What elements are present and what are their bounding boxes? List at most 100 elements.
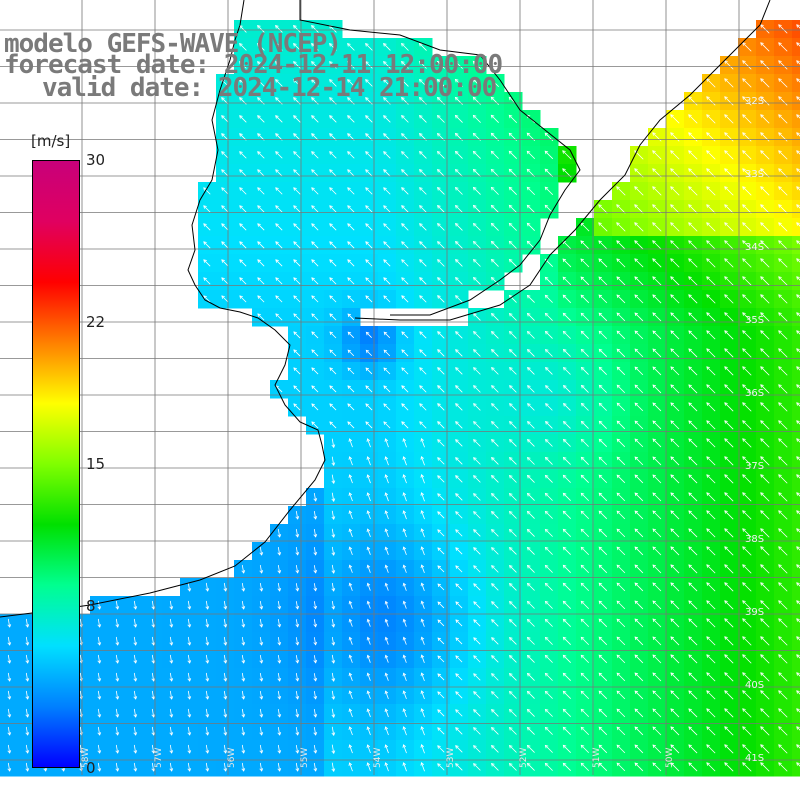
wind-arrow [365, 43, 373, 51]
wind-arrow-head [724, 222, 728, 226]
wind-arrow [760, 24, 770, 34]
wind-arrow-head [221, 277, 225, 281]
wind-arrow [347, 331, 355, 339]
wind-arrow [526, 168, 536, 178]
wind-arrow-head [221, 295, 225, 299]
wind-arrow [239, 241, 247, 249]
wind-arrow [616, 312, 626, 322]
lat-label: 40S [745, 680, 764, 691]
wind-arrow [329, 223, 337, 231]
wind-arrow-head [257, 151, 261, 155]
wind-arrow-head [401, 259, 405, 263]
wind-arrow-head [419, 151, 423, 155]
wind-speed-field [0, 20, 800, 777]
wind-arrow-head [293, 205, 297, 209]
wind-arrow [796, 258, 800, 263]
wind-arrow-head [347, 241, 351, 245]
wind-arrow-head [544, 294, 549, 299]
wind-arrow [706, 366, 716, 376]
wind-arrow-head [778, 348, 782, 352]
wind-arrow [257, 115, 265, 123]
wind-arrow [437, 241, 445, 249]
wind-arrow-head [400, 60, 405, 65]
wind-arrow-head [203, 187, 207, 191]
wind-arrow [688, 204, 698, 214]
wind-arrow [401, 277, 409, 285]
wind-arrow-head [616, 258, 620, 262]
wind-arrow [724, 294, 734, 304]
wind-arrow-head [616, 366, 621, 371]
wind-arrow-head [580, 258, 585, 263]
wind-arrow [616, 348, 626, 358]
wind-arrow [239, 43, 247, 51]
wind-arrow [545, 277, 553, 285]
wind-arrow [509, 205, 517, 213]
wind-arrow-head [311, 205, 315, 209]
wind-arrow-head [508, 312, 513, 317]
wind-arrow-head [347, 367, 352, 372]
wind-arrow [347, 205, 355, 213]
wind-arrow-head [275, 25, 279, 29]
wind-arrow-head [257, 43, 261, 47]
lat-label: 36S [745, 388, 764, 399]
wind-arrow [455, 169, 463, 177]
wind-arrow-head [436, 96, 441, 101]
wind-arrow-head [760, 186, 764, 190]
wind-arrow [365, 385, 373, 393]
wind-arrow [796, 294, 800, 299]
wind-arrow-head [670, 348, 674, 352]
wind-arrow-head [329, 115, 333, 119]
wind-arrow [347, 223, 355, 231]
wind-arrow-head [221, 115, 225, 119]
wind-arrow-head [778, 132, 782, 136]
wind-arrow-head [652, 240, 656, 244]
wind-arrow [257, 223, 265, 231]
wind-arrow-head [544, 186, 549, 191]
wind-arrow-head [365, 277, 369, 281]
wind-arrow [293, 25, 301, 33]
wind-arrow-head [293, 223, 297, 227]
wind-arrow-head [760, 294, 764, 298]
wind-arrow-head [347, 259, 351, 263]
wind-arrow-head [724, 96, 728, 100]
wind-arrow-head [472, 276, 477, 281]
wind-arrow-head [742, 348, 746, 352]
wind-arrow-head [257, 115, 261, 119]
wind-arrow [383, 385, 391, 393]
wind-arrow-head [652, 312, 656, 316]
wind-arrow-head [634, 330, 639, 335]
wind-arrow-head [796, 168, 800, 172]
wind-arrow [778, 258, 788, 268]
wind-arrow [562, 294, 572, 304]
wind-cell [792, 92, 800, 111]
wind-arrow-head [616, 348, 621, 353]
wind-arrow [455, 367, 463, 375]
wind-arrow [239, 25, 247, 33]
wind-arrow [293, 151, 301, 159]
wind-arrow [401, 385, 409, 393]
wind-arrow-head [437, 277, 441, 281]
wind-arrow-head [365, 97, 369, 101]
wind-arrow [383, 241, 391, 249]
wind-arrow [239, 205, 247, 213]
wind-arrow-head [598, 240, 602, 244]
wind-arrow [491, 115, 499, 123]
wind-arrow-head [311, 169, 315, 173]
wind-arrow-head [203, 259, 207, 263]
wind-arrow-head [329, 385, 333, 389]
wind-arrow-head [239, 97, 243, 101]
wind-arrow [473, 385, 481, 393]
wind-arrow [634, 366, 644, 376]
wind-arrow-head [706, 258, 710, 262]
wind-arrow-head [688, 132, 692, 136]
wind-arrow [437, 277, 445, 285]
wind-cell [792, 308, 800, 327]
wind-arrow [670, 258, 680, 268]
wind-arrow-head [418, 60, 423, 65]
wind-arrow-head [401, 349, 405, 353]
wind-arrow [742, 240, 752, 250]
wind-arrow [473, 61, 481, 69]
wind-arrow-head [706, 168, 710, 172]
wind-arrow [437, 295, 445, 303]
wind-arrow-head [239, 187, 243, 191]
